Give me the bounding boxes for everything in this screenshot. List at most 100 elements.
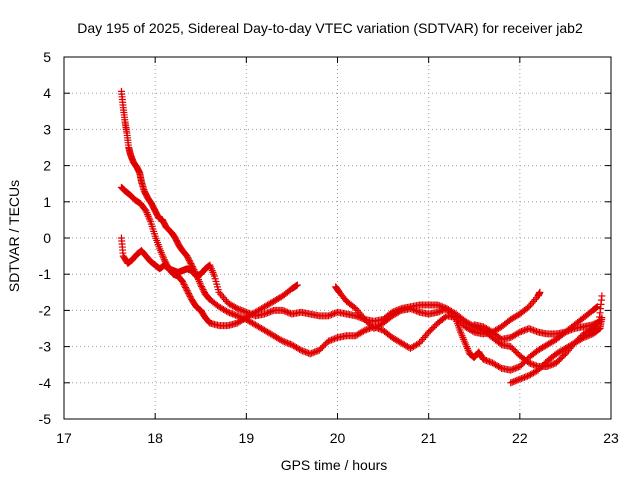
data-point	[555, 356, 563, 364]
series-group	[117, 87, 606, 387]
x-axis-label: GPS time / hours	[281, 457, 388, 473]
data-point	[309, 349, 317, 357]
data-point	[431, 322, 439, 330]
data-point	[262, 309, 270, 317]
data-point	[282, 338, 290, 346]
x-tick-label: 19	[239, 430, 255, 446]
data-point	[428, 325, 436, 333]
data-point	[583, 332, 591, 340]
y-tick-labels: -5 -4 -3 -2 -1 0 1 2 3 4 5	[39, 49, 52, 427]
data-point	[429, 324, 437, 332]
data-point	[520, 326, 528, 334]
data-point	[563, 328, 571, 336]
data-point	[514, 329, 522, 337]
data-point	[324, 337, 332, 345]
data-point	[232, 311, 240, 319]
data-point	[511, 347, 519, 355]
data-point	[549, 360, 557, 368]
data-point	[179, 279, 187, 287]
data-point	[507, 343, 515, 351]
data-point	[517, 328, 525, 336]
data-point	[528, 360, 536, 368]
data-point	[326, 337, 334, 345]
data-point	[362, 317, 370, 325]
data-point	[277, 336, 285, 344]
data-point	[438, 306, 446, 314]
data-point	[523, 372, 531, 380]
data-point	[185, 257, 193, 265]
data-point	[186, 258, 194, 266]
data-point	[481, 356, 489, 364]
data-point	[414, 308, 422, 316]
data-point	[557, 354, 565, 362]
data-point	[198, 283, 206, 291]
data-point	[580, 334, 588, 342]
data-point	[566, 326, 574, 334]
data-point	[236, 306, 244, 314]
data-point	[507, 379, 515, 387]
data-point	[516, 363, 524, 371]
data-point	[330, 309, 338, 317]
data-point	[185, 255, 193, 263]
data-point	[267, 308, 275, 316]
data-point	[522, 326, 530, 334]
data-point	[361, 315, 369, 323]
data-point	[511, 377, 519, 385]
y-tick-label: 2	[43, 158, 51, 174]
x-tick-labels: 17 18 19 20 21 22 23	[56, 430, 619, 446]
data-point	[528, 326, 536, 334]
data-point	[261, 310, 269, 318]
data-point	[411, 306, 419, 314]
data-point	[564, 327, 572, 335]
y-tick-label: -5	[39, 411, 52, 427]
data-point	[516, 375, 524, 383]
data-point	[330, 335, 338, 343]
data-point	[306, 350, 314, 358]
data-point	[496, 363, 504, 371]
data-point	[526, 325, 534, 333]
y-tick-label: -3	[39, 339, 52, 355]
data-point	[364, 325, 372, 333]
x-tick-label: 17	[56, 430, 72, 446]
x-tick-label: 21	[421, 430, 437, 446]
data-point	[308, 349, 316, 357]
data-point	[320, 342, 328, 350]
data-point	[235, 305, 243, 313]
data-point	[312, 347, 320, 355]
data-point	[233, 305, 241, 313]
y-tick-label: -4	[39, 375, 52, 391]
data-point	[296, 345, 304, 353]
data-point	[522, 373, 530, 381]
data-point	[435, 308, 443, 316]
data-point	[197, 281, 205, 289]
data-point	[441, 313, 449, 321]
data-point	[279, 337, 287, 345]
data-point	[434, 301, 442, 309]
y-tick-label: -2	[39, 302, 52, 318]
data-point	[248, 311, 256, 319]
data-point	[327, 336, 335, 344]
data-point	[199, 286, 207, 294]
data-point	[520, 373, 528, 381]
data-point	[592, 304, 600, 312]
data-point	[226, 309, 234, 317]
data-point	[362, 326, 370, 334]
series-track-4	[332, 283, 601, 374]
data-point	[409, 306, 417, 314]
data-point	[286, 340, 294, 348]
data-point	[241, 308, 249, 316]
data-point	[569, 325, 577, 333]
chart-title: Day 195 of 2025, Sidereal Day-to-day VTE…	[77, 20, 583, 36]
x-tick-label: 20	[330, 430, 346, 446]
data-point	[510, 346, 518, 354]
data-point	[581, 333, 589, 341]
y-tick-label: -1	[39, 266, 52, 282]
data-point	[238, 306, 246, 314]
data-point	[315, 346, 323, 354]
data-point	[283, 339, 291, 347]
data-point	[525, 325, 533, 332]
data-point	[198, 284, 206, 292]
data-point	[567, 326, 575, 334]
data-point	[519, 327, 527, 335]
